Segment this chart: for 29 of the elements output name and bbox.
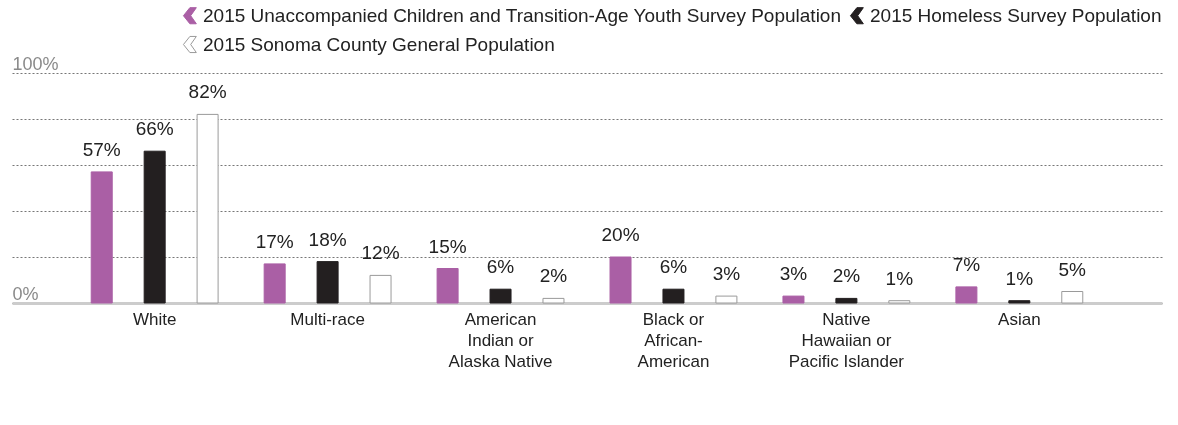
data-label: 20%	[601, 224, 640, 245]
data-label: 57%	[82, 138, 121, 160]
data-label: 6%	[486, 256, 515, 278]
x-tick-label: Asian	[998, 309, 1041, 329]
x-tick-label: White	[132, 309, 177, 329]
data-label: 1%	[885, 267, 914, 289]
x-tick-label: American Indian or Alaska Native	[448, 309, 553, 371]
data-label: 66%	[135, 118, 174, 140]
data-label: 82%	[188, 81, 227, 103]
y-tick-label: 100%	[12, 53, 59, 74]
data-label: 18%	[308, 228, 347, 250]
data-label: 5%	[1058, 258, 1087, 280]
legend-label: 2015 Sonoma County General Population	[203, 33, 555, 55]
x-tick-label: Black or African- American	[637, 309, 710, 371]
data-label: 1%	[1005, 267, 1034, 289]
data-label: 12%	[361, 242, 400, 264]
y-tick-label: 0%	[12, 283, 39, 304]
data-label: 2%	[539, 265, 568, 287]
data-label: 3%	[779, 263, 808, 285]
data-label: 7%	[952, 253, 981, 275]
data-label: 15%	[428, 235, 467, 257]
legend-label: 2015 Unaccompanied Children and Transition-Age Youth Survey Population	[203, 4, 841, 26]
x-tick-label: Multi-race	[290, 309, 365, 329]
legend-label: 2015 Homeless Survey Population	[870, 4, 1162, 26]
data-label: 17%	[255, 230, 294, 252]
x-tick-label: Native Hawaiian or Pacific Islander	[788, 309, 905, 371]
data-label: 6%	[659, 256, 688, 278]
data-label: 3%	[712, 263, 741, 285]
data-label: 2%	[832, 265, 861, 287]
